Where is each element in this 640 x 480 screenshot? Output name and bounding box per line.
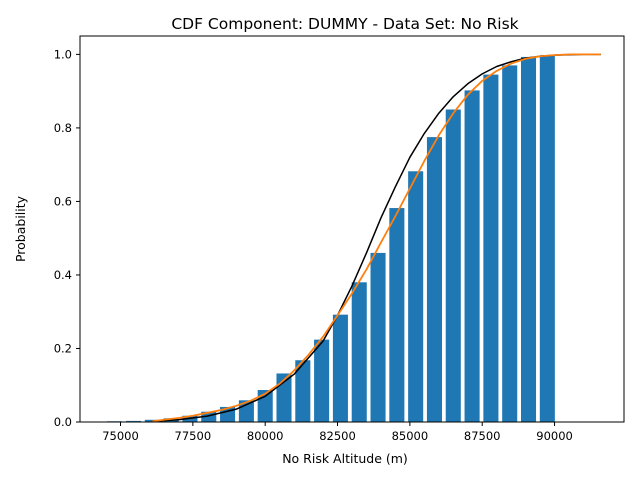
- y-tick-label: 0.6: [54, 194, 72, 208]
- x-axis-ticks: 75000 77500 80000 82500 85000 87500 90000: [102, 422, 573, 443]
- x-tick-label: 85000: [392, 429, 429, 443]
- y-tick-label: 0.0: [54, 415, 72, 429]
- plot-frame: [79, 35, 625, 423]
- histogram-bar: [332, 314, 348, 422]
- histogram-bar: [295, 360, 311, 422]
- chart-title: CDF Component: DUMMY - Data Set: No Risk: [171, 15, 518, 33]
- histogram-bar: [520, 56, 537, 422]
- histogram-bar: [314, 339, 330, 422]
- bar-group: [107, 55, 555, 423]
- histogram-bar: [408, 171, 424, 422]
- y-tick-label: 1.0: [54, 47, 72, 61]
- y-tick-label: 0.4: [54, 268, 72, 282]
- histogram-bar: [445, 109, 461, 423]
- histogram-bar: [539, 55, 555, 423]
- cdf-line-group: [152, 53, 601, 423]
- x-tick-label: 80000: [247, 429, 284, 443]
- y-axis-ticks: 0.0 0.2 0.4 0.6 0.8 1.0: [54, 47, 80, 429]
- histogram-bar: [126, 420, 142, 422]
- x-tick-label: 90000: [536, 429, 573, 443]
- histogram-bar: [426, 137, 442, 422]
- histogram-bar: [201, 411, 217, 422]
- histogram-bar: [351, 282, 367, 422]
- histogram-bar: [370, 252, 386, 422]
- histogram-bar: [389, 208, 405, 422]
- x-tick-label: 82500: [319, 429, 356, 443]
- x-axis-label: No Risk Altitude (m): [282, 451, 408, 466]
- histogram-bar: [257, 390, 273, 422]
- y-axis-label: Probability: [13, 195, 28, 262]
- x-tick-label: 75000: [102, 429, 139, 443]
- x-tick-label: 77500: [175, 429, 212, 443]
- histogram-bar: [483, 74, 499, 422]
- y-tick-label: 0.8: [54, 121, 72, 135]
- histogram-bar: [464, 90, 480, 422]
- y-tick-label: 0.2: [54, 341, 72, 355]
- histogram-bar: [502, 65, 518, 422]
- x-tick-label: 87500: [464, 429, 501, 443]
- cdf-line-orange: [152, 53, 601, 423]
